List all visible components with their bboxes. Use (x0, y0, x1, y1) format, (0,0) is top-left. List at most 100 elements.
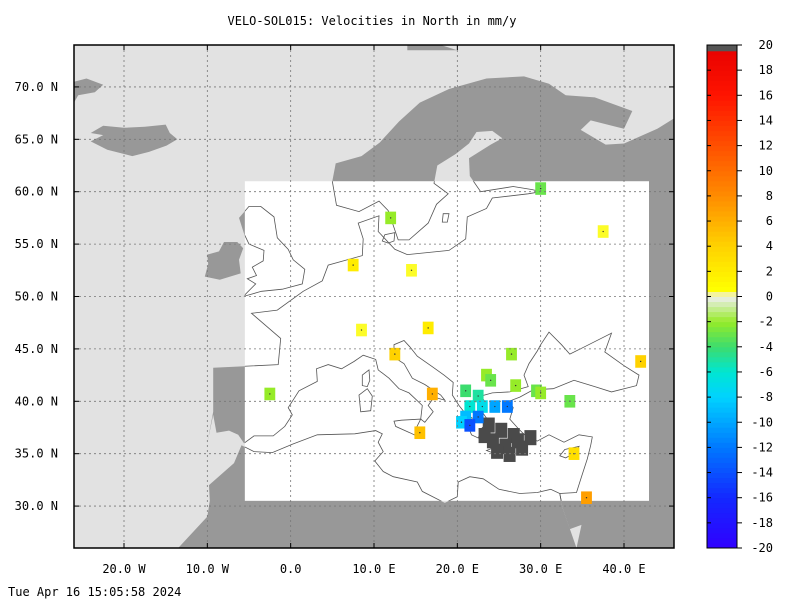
colorbar-segment (707, 336, 737, 343)
colorbar-segment (707, 75, 737, 81)
colorbar: 20181614121086420-2-4-6-8-10-12-14-16-18… (706, 38, 773, 555)
ireland-landmass (204, 242, 244, 280)
gotland-coastline (441, 213, 450, 223)
station-dot (539, 392, 542, 394)
station-dot (506, 405, 509, 408)
colorbar-segment (707, 65, 737, 71)
station-dot (394, 353, 396, 355)
colorbar-segment (707, 291, 737, 297)
sardinia-coastline (358, 388, 373, 413)
station-dot (460, 421, 463, 423)
colorbar-segment (707, 170, 737, 177)
colorbar-segment (707, 236, 737, 242)
colorbar-segment (707, 492, 737, 499)
colorbar-segment (707, 311, 737, 318)
colorbar-segment (707, 190, 737, 197)
chart-title: VELO-SOL015: Velocities in North in mm/y (227, 14, 517, 28)
greenland-landmass (74, 45, 104, 103)
station-dot (477, 395, 479, 397)
colorbar-segment (707, 482, 737, 489)
x-tick-label: 10.0 E (352, 562, 395, 576)
colorbar-tick-label: 2 (766, 264, 773, 278)
colorbar-segment (707, 442, 737, 448)
colorbar-segment (707, 422, 737, 428)
colorbar-segment (707, 100, 737, 106)
colorbar-segment (707, 382, 737, 388)
colorbar-segment (707, 316, 737, 323)
colorbar-segment (707, 447, 737, 453)
colorbar-segment (707, 155, 737, 162)
corsica-coastline (361, 369, 371, 388)
colorbar-segment (707, 115, 737, 121)
x-axis: 20.0 W 10.0 W 0.0 10.0 E 20.0 E 30.0 E 40.0 E (102, 45, 646, 576)
colorbar-segment (707, 200, 737, 207)
dark-cell (524, 430, 537, 446)
colorbar-segment (707, 276, 737, 282)
colorbar-segment (707, 427, 737, 433)
colorbar-segment (707, 417, 737, 423)
colorbar-segment (707, 130, 737, 137)
colorbar-segment (707, 175, 737, 182)
colorbar-tick-label: -14 (751, 466, 773, 480)
data-region (244, 181, 650, 501)
dark-cell (503, 446, 516, 462)
colorbar-segment (707, 467, 737, 474)
colorbar-segment (707, 497, 737, 504)
station-dot (539, 187, 542, 190)
y-tick-label: 45.0 N (15, 342, 58, 356)
colorbar-tick-label: -12 (751, 440, 773, 454)
colorbar-segment (707, 512, 737, 519)
colorbar-segment (707, 110, 737, 116)
colorbar-segment (707, 502, 737, 509)
colorbar-tick-label: 4 (766, 239, 773, 253)
colorbar-segment (707, 366, 737, 373)
colorbar-segment (707, 195, 737, 202)
x-tick-label: 0.0 (280, 562, 302, 576)
zealand-coastline (381, 232, 396, 244)
colorbar-segment (707, 221, 737, 227)
colorbar-segment (707, 392, 737, 398)
colorbar-segment (707, 50, 737, 56)
colorbar-segment (707, 301, 737, 308)
colorbar-segment (707, 251, 737, 257)
dark-cell (491, 443, 504, 459)
colorbar-segment (707, 487, 737, 494)
station-dot (352, 264, 354, 266)
colorbar-tick-label: 14 (759, 113, 773, 127)
colorbar-segment (707, 477, 737, 484)
colorbar-segment (707, 266, 737, 272)
gridlines (74, 45, 674, 548)
colorbar-segment (707, 387, 737, 393)
colorbar-segment (707, 271, 737, 277)
africa-coastline (244, 430, 562, 501)
station-dot (477, 416, 479, 418)
x-tick-label: 10.0 W (186, 562, 230, 576)
colorbar-segment (707, 371, 737, 378)
colorbar-segment (707, 527, 737, 534)
colorbar-tick-label: -10 (751, 415, 773, 429)
colorbar-segment (707, 402, 737, 408)
colorbar-segment (707, 226, 737, 232)
colorbar-segment (707, 326, 737, 333)
y-tick-label: 60.0 N (15, 185, 58, 199)
colorbar-tick-label: -2 (759, 315, 773, 329)
colorbar-segment (707, 296, 737, 303)
x-tick-label: 20.0 E (436, 562, 479, 576)
colorbar-segment (707, 160, 737, 167)
colorbar-segment (707, 281, 737, 287)
y-tick-label: 50.0 N (15, 290, 58, 304)
colorbar-segment (707, 457, 737, 463)
colorbar-segment (707, 507, 737, 514)
colorbar-segment (707, 180, 737, 187)
colorbar-segment (707, 351, 737, 358)
colorbar-tick-label: 6 (766, 214, 773, 228)
station-dot (602, 230, 604, 233)
colorbar-tick-label: 10 (759, 164, 773, 178)
colorbar-segment (707, 241, 737, 247)
colorbar-segment (707, 60, 737, 66)
x-tick-label: 40.0 E (602, 562, 645, 576)
colorbar-tick-label: 18 (759, 63, 773, 77)
iceland-landmass (90, 124, 178, 157)
station-dot (481, 405, 484, 408)
colorbar-top-cap (707, 45, 737, 52)
